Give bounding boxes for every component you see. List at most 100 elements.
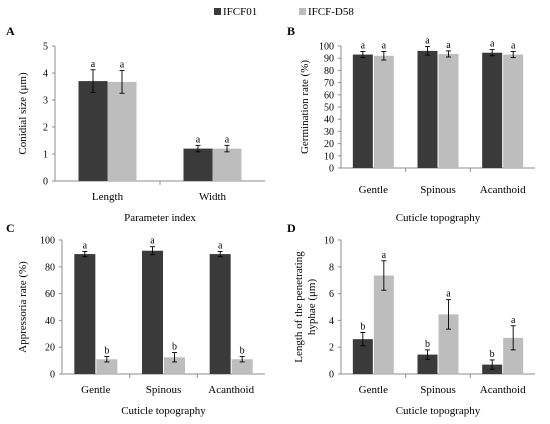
y-tick-label-d: 8	[329, 262, 334, 273]
bar-d	[352, 339, 373, 374]
significance-label-b: a	[511, 40, 516, 51]
panel-d: D 0 2 4 6 8 10 Gentle b a Spinous b a Acanthoid b a Cut…	[287, 221, 535, 417]
y-tick-label-a: 4	[43, 69, 48, 80]
panel-letter-b: B	[287, 24, 295, 38]
y-tick-label-b: 50	[324, 103, 334, 114]
y-axis-title-b: Germination rate (%)	[299, 60, 311, 154]
x-axis-title-c: Cuticle topography	[121, 405, 206, 417]
bar-c	[142, 250, 163, 374]
legend-swatch-ifcf01	[214, 8, 221, 15]
y-tick-label-d: 10	[324, 236, 334, 247]
significance-label-c: a	[218, 240, 223, 251]
significance-label-a: a	[225, 134, 230, 145]
bar-b	[482, 52, 503, 168]
bar-b	[438, 53, 459, 168]
legend-swatch-ifcf-d58	[299, 8, 306, 15]
significance-label-c: a	[150, 236, 155, 247]
y-axis-title-d: hyphae (μm)	[306, 279, 318, 336]
bar-d	[417, 354, 438, 374]
y-axis-title-d: Length of the penetrating	[293, 251, 305, 363]
significance-label-b: a	[446, 40, 451, 51]
y-tick-label-a: 1	[43, 150, 48, 161]
y-tick-label-c: 0	[50, 370, 55, 381]
bar-c	[96, 359, 118, 374]
y-tick-label-a: 5	[43, 42, 48, 53]
x-axis-title-d: Cuticle topography	[396, 405, 481, 417]
panel-letter-a: A	[6, 24, 15, 38]
category-label-c: Acanthoid	[208, 384, 254, 396]
panel-a: A 0 1 2 3 4 5 Length a a Width a a Parameter index Co…	[6, 24, 265, 224]
panel-letter-c: C	[6, 221, 15, 235]
y-tick-label-b: 90	[324, 54, 334, 65]
bar-d	[503, 337, 524, 374]
y-tick-label-d: 0	[329, 370, 334, 381]
y-tick-label-b: 0	[329, 164, 334, 175]
category-label-d: Acanthoid	[480, 384, 526, 396]
category-label-a: Width	[199, 191, 227, 203]
significance-label-d: a	[382, 250, 387, 261]
bar-d	[373, 275, 394, 374]
bar-c	[231, 359, 253, 374]
y-tick-label-b: 40	[324, 115, 334, 126]
legend-label-ifcf01: IFCF01	[223, 6, 257, 18]
y-tick-label-b: 30	[324, 127, 334, 138]
y-tick-label-c: 80	[45, 262, 55, 273]
y-tick-label-a: 0	[43, 177, 48, 188]
bar-b	[503, 54, 524, 168]
category-label-c: Spinous	[146, 384, 181, 396]
y-tick-label-b: 70	[324, 78, 334, 89]
significance-label-b: a	[425, 36, 430, 47]
category-label-b: Spinous	[420, 184, 455, 196]
significance-label-b: a	[361, 40, 366, 51]
y-tick-label-b: 80	[324, 66, 334, 77]
significance-label-c: b	[240, 346, 245, 357]
category-label-b: Acanthoid	[480, 184, 526, 196]
legend: IFCF01 IFCF-D58	[214, 6, 354, 18]
y-axis-title-c: Appressoria rate (%)	[17, 261, 29, 353]
significance-label-d: a	[511, 315, 516, 326]
x-axis-title-a: Parameter index	[124, 212, 196, 224]
significance-label-c: a	[83, 240, 88, 251]
category-label-b: Gentle	[359, 184, 388, 196]
y-tick-label-c: 60	[45, 289, 55, 300]
y-tick-label-a: 3	[43, 96, 48, 107]
bar-b	[373, 55, 394, 169]
significance-label-b: a	[490, 39, 495, 50]
significance-label-d: b	[425, 339, 430, 350]
y-tick-label-d: 4	[329, 316, 334, 327]
y-tick-label-a: 2	[43, 123, 48, 134]
category-label-d: Spinous	[420, 384, 455, 396]
y-tick-label-d: 2	[329, 343, 334, 354]
bar-a	[183, 148, 213, 181]
bar-a	[107, 81, 137, 181]
y-tick-label-b: 60	[324, 90, 334, 101]
significance-label-d: b	[360, 321, 365, 332]
y-tick-label-c: 100	[40, 236, 55, 247]
significance-label-c: b	[104, 346, 109, 357]
bar-c	[164, 357, 185, 374]
bar-c	[74, 254, 96, 374]
significance-label-b: a	[382, 40, 387, 51]
significance-label-c: b	[172, 342, 177, 353]
y-tick-label-b: 10	[324, 151, 334, 162]
significance-label-a: a	[120, 60, 125, 71]
bar-a	[78, 81, 108, 181]
category-label-c: Gentle	[81, 384, 110, 396]
category-label-d: Gentle	[359, 384, 388, 396]
y-tick-label-b: 20	[324, 139, 334, 150]
y-axis-title-a: Conidial size (μm)	[17, 72, 29, 155]
x-axis-title-b: Cuticle topography	[396, 212, 481, 224]
legend-label-ifcf-d58: IFCF-D58	[308, 6, 354, 18]
category-label-a: Length	[92, 191, 124, 203]
significance-label-d: a	[446, 289, 451, 300]
significance-label-d: b	[490, 349, 495, 360]
y-tick-label-b: 100	[319, 42, 334, 53]
panel-c: C 0 20 40 60 80 100 Gentle a b Spinous a b Acanthoid…	[6, 221, 265, 417]
significance-label-a: a	[91, 59, 96, 70]
bar-b	[417, 50, 438, 168]
y-tick-label-c: 20	[45, 343, 55, 354]
panel-letter-d: D	[287, 221, 296, 235]
bar-c	[209, 254, 231, 374]
